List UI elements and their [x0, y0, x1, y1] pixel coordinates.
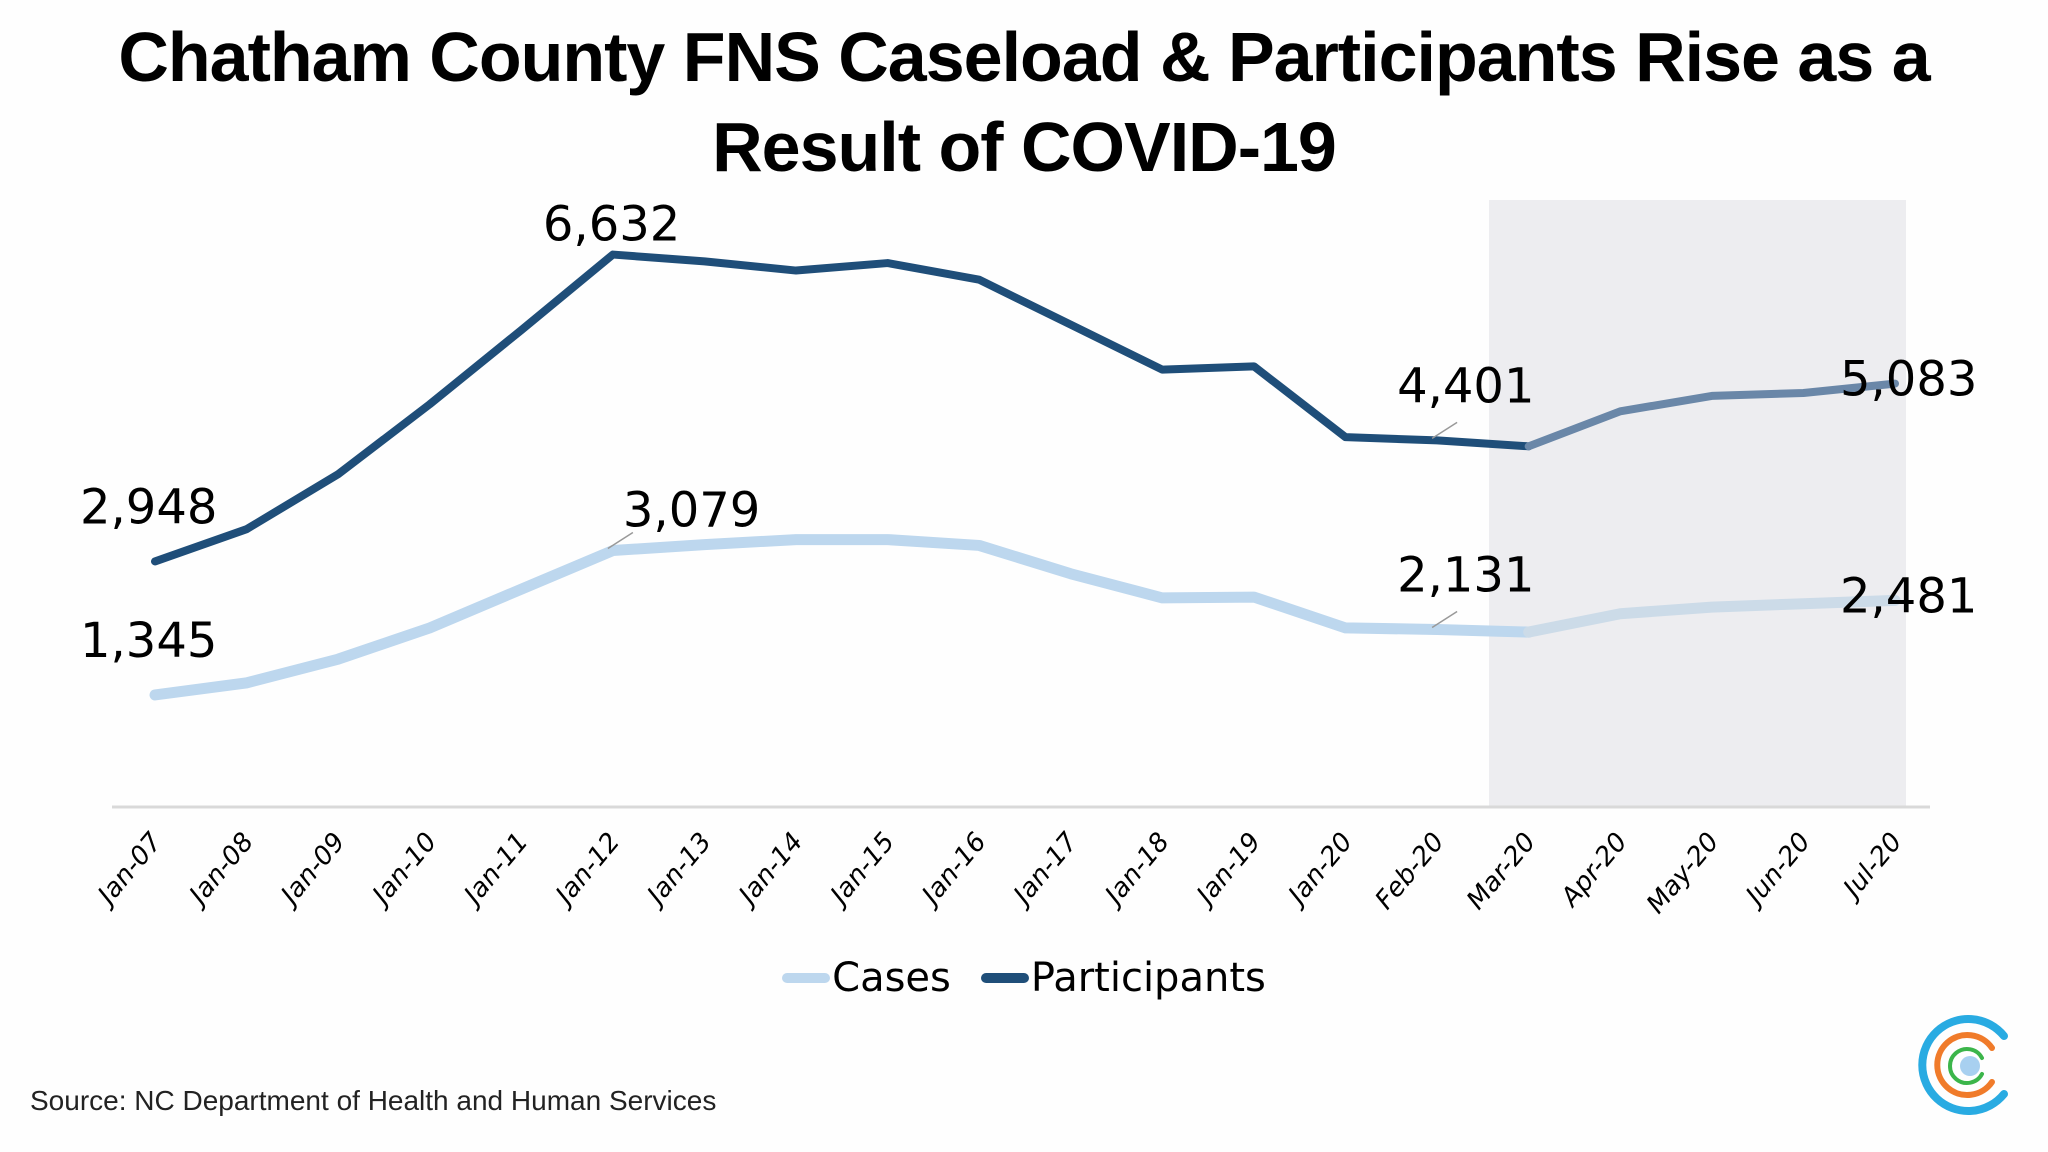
x-tick-label: Jul-20: [1835, 827, 1909, 907]
cases-line-covid-period: [1523, 594, 1901, 638]
x-tick-label: Jan-12: [547, 827, 626, 913]
leader-line: [1431, 610, 1458, 629]
chart-title: Chatham County FNS Caseload & Participan…: [0, 12, 2048, 192]
concentric-c-logo-icon: [1918, 1015, 2008, 1115]
leader-line: [1431, 421, 1458, 440]
leader-line: [607, 531, 634, 550]
source-note: Source: NC Department of Health and Huma…: [30, 1085, 717, 1116]
x-tick-label: Jun-20: [1737, 827, 1817, 914]
cases-line: [149, 534, 1535, 701]
x-tick-label: Jan-15: [822, 827, 901, 913]
x-tick-label: Mar-20: [1461, 827, 1542, 915]
data-labels: 2,948 6,632 4,401 5,083 1,345 3,079 2,131 2,481: [80, 197, 1977, 669]
x-tick-label: Jan-19: [1188, 827, 1267, 913]
participants-line-swatch-icon: [980, 973, 1029, 983]
x-tick-label: Jan-09: [272, 827, 351, 913]
x-tick-label: Jan-11: [455, 827, 534, 913]
x-tick-label: Jan-16: [913, 827, 992, 913]
data-label-participants: 4,401: [1397, 358, 1534, 414]
data-label-cases: 2,481: [1840, 568, 1977, 624]
x-tick-label: Jan-10: [364, 827, 443, 913]
legend-item-participants[interactable]: Participants: [980, 955, 1266, 1001]
chart-legend: Cases Participants: [0, 955, 2048, 1001]
x-tick-label: May-20: [1641, 827, 1725, 919]
x-tick-label: Jan-18: [1096, 827, 1175, 913]
data-label-participants: 5,083: [1840, 352, 1977, 408]
chart-title-line-1: Chatham County FNS Caseload & Participan…: [118, 18, 1930, 96]
x-tick-label: Jan-17: [1005, 827, 1085, 914]
chart-title-line-2: Result of COVID-19: [712, 108, 1337, 186]
x-tick-label: Jan-13: [639, 827, 718, 913]
x-tick-label: Jan-14: [730, 827, 809, 913]
data-label-cases: 1,345: [80, 613, 217, 669]
cases-line-swatch-icon: [782, 973, 831, 983]
participants-line: [151, 250, 1533, 566]
x-tick-label: Jan-07: [89, 827, 169, 914]
data-label-cases: 3,079: [623, 483, 760, 539]
legend-item-cases[interactable]: Cases: [782, 955, 951, 1001]
covid-period-shading: [1489, 200, 1906, 807]
data-label-cases: 2,131: [1397, 547, 1534, 603]
data-label-participants: 2,948: [80, 479, 217, 535]
x-tick-label: Jan-08: [181, 827, 260, 913]
series-lines: [149, 250, 1901, 701]
x-axis-tick-labels: Jan-07 Jan-08 Jan-09 Jan-10 Jan-11 Jan-12 Jan-…: [89, 827, 1908, 920]
x-tick-label: Jan-20: [1280, 827, 1359, 913]
legend-label-cases: Cases: [832, 955, 951, 1001]
x-tick-label: Apr-20: [1554, 827, 1634, 914]
participants-line-covid-period: [1524, 379, 1899, 451]
data-label-participants: 6,632: [543, 197, 680, 253]
legend-label-participants: Participants: [1030, 955, 1266, 1001]
x-tick-label: Feb-20: [1370, 827, 1451, 915]
